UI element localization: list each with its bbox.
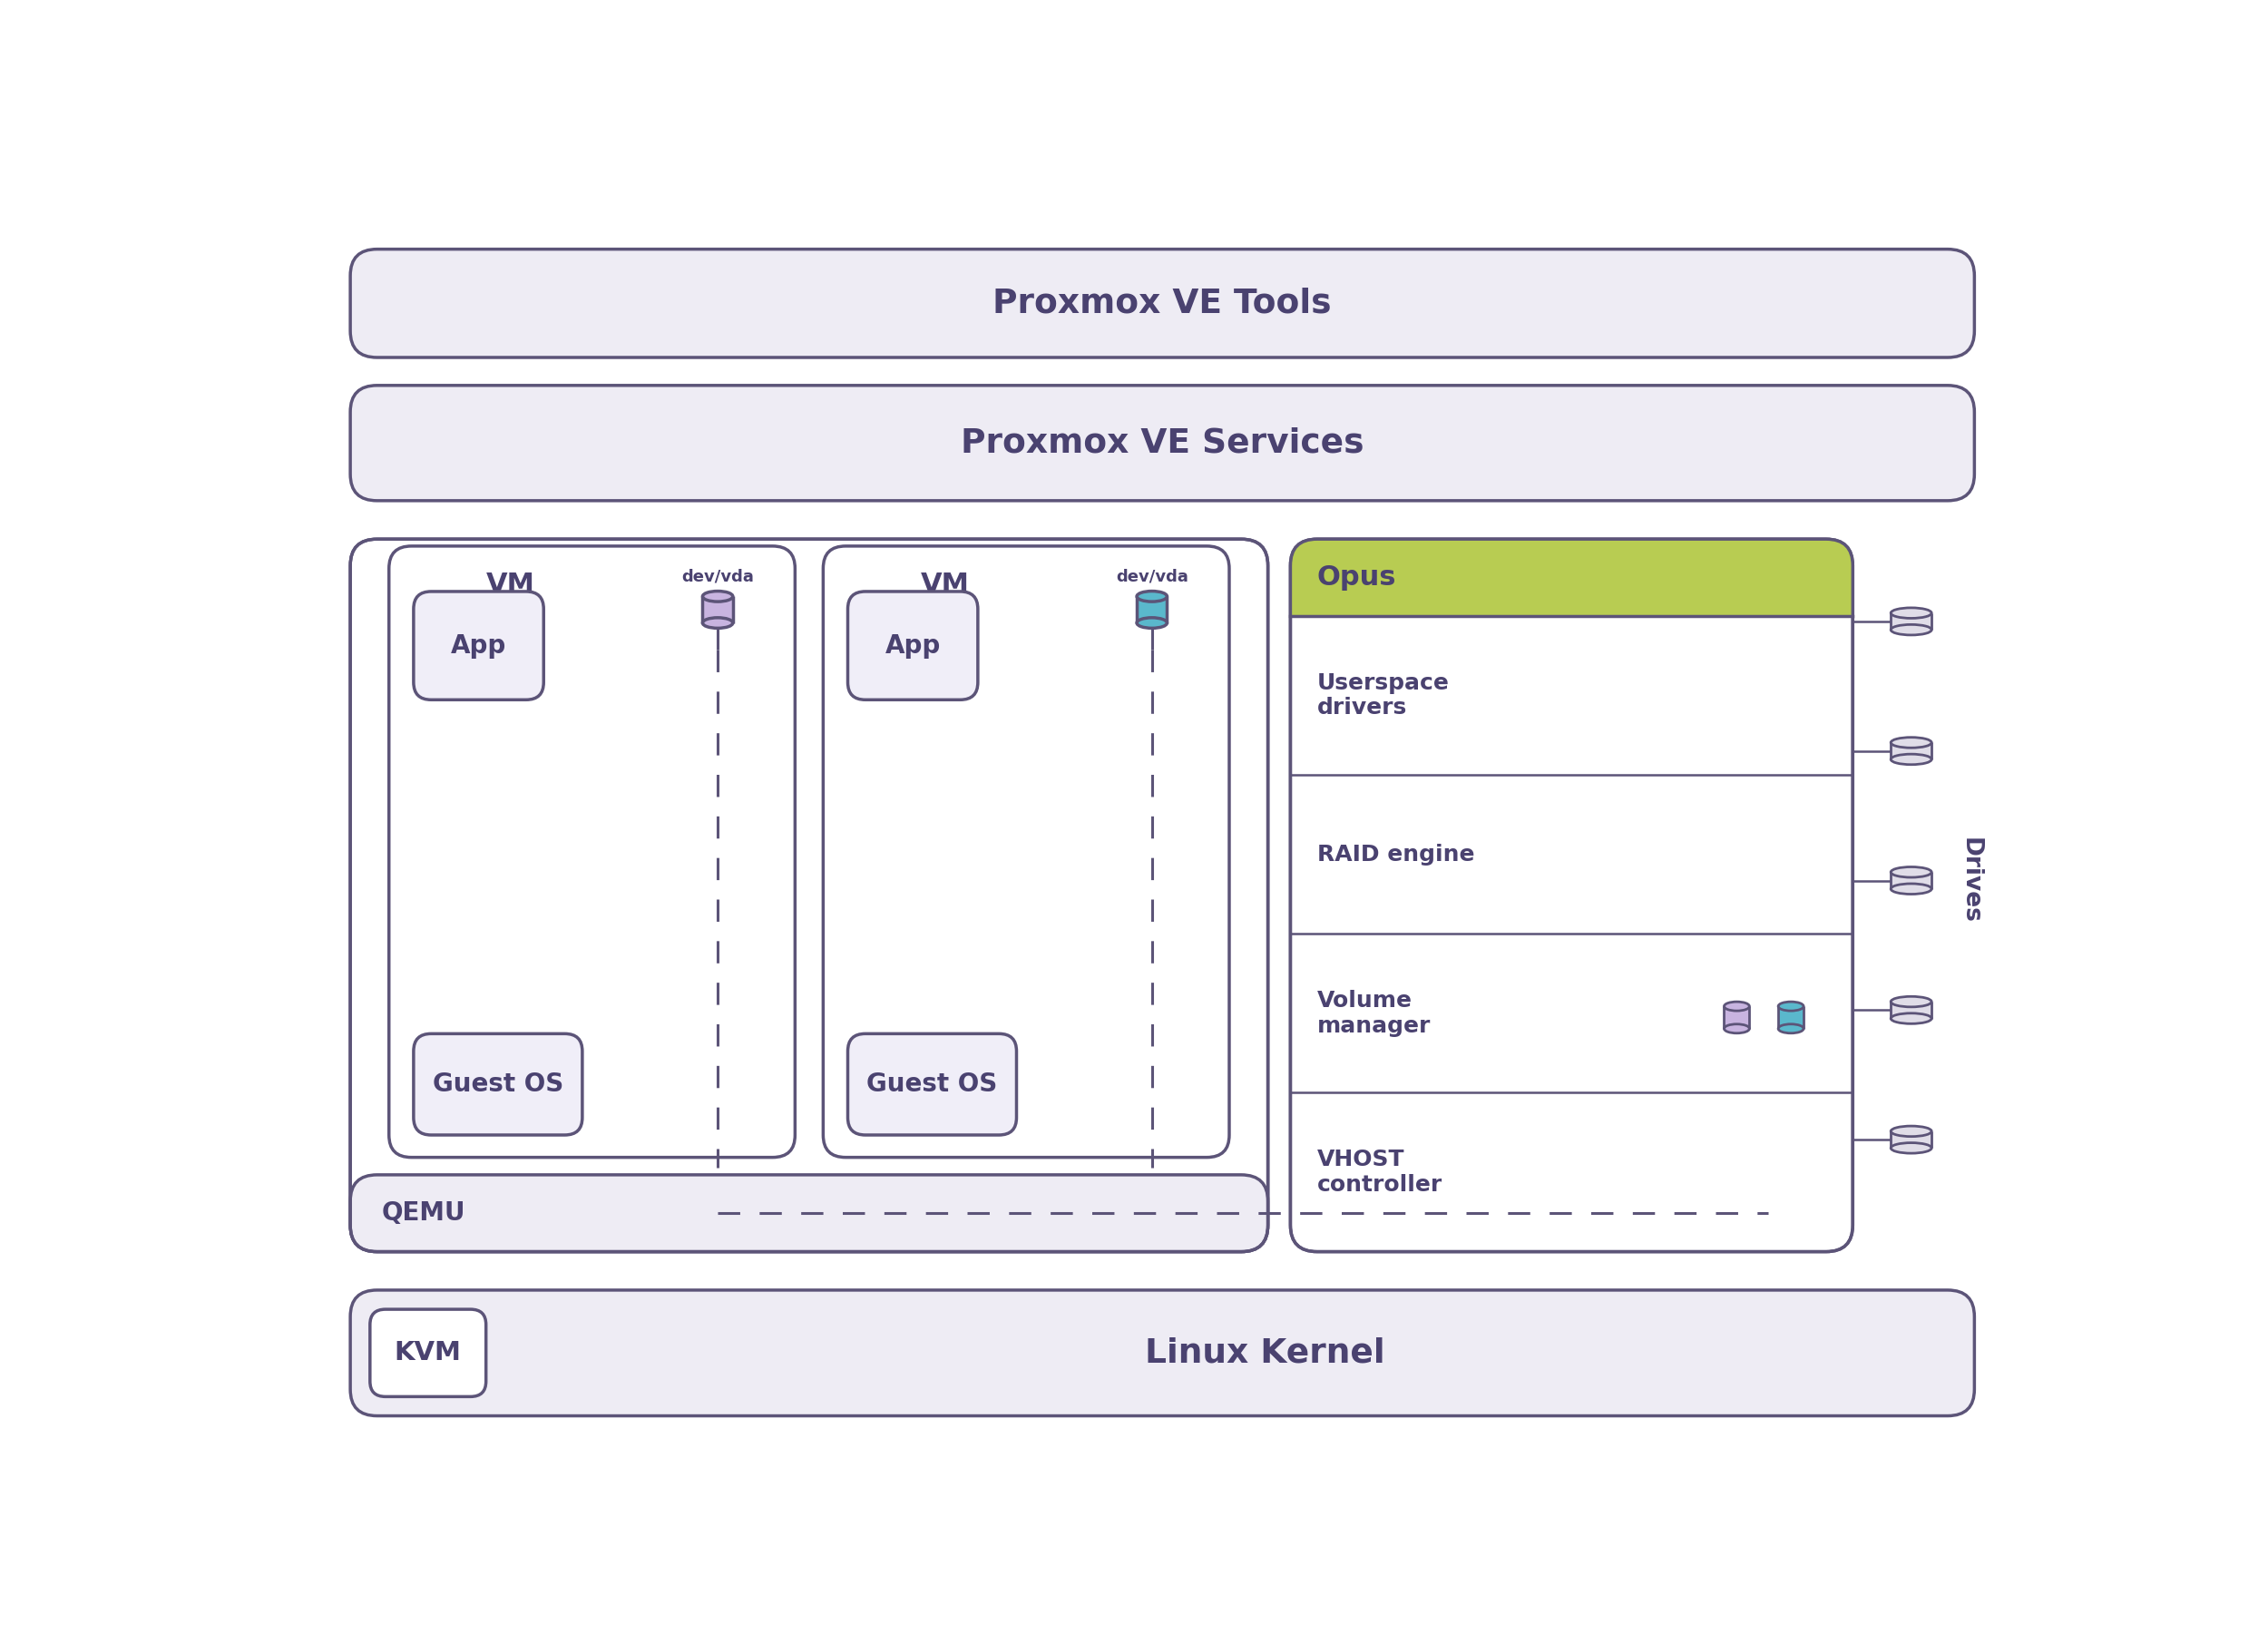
Ellipse shape: [1778, 1002, 1803, 1011]
Ellipse shape: [1892, 868, 1932, 877]
Ellipse shape: [1892, 1126, 1932, 1137]
Polygon shape: [1892, 1002, 1932, 1018]
Text: Opus: Opus: [1318, 564, 1397, 590]
FancyBboxPatch shape: [349, 539, 1268, 1252]
Polygon shape: [1778, 1007, 1803, 1029]
FancyBboxPatch shape: [1290, 539, 1853, 616]
FancyBboxPatch shape: [349, 248, 1975, 358]
Ellipse shape: [1892, 997, 1932, 1007]
Polygon shape: [1290, 582, 1853, 616]
Polygon shape: [1892, 873, 1932, 889]
Polygon shape: [703, 596, 733, 623]
Text: QEMU: QEMU: [381, 1201, 465, 1226]
FancyBboxPatch shape: [1290, 539, 1853, 1252]
FancyBboxPatch shape: [349, 1291, 1975, 1415]
FancyBboxPatch shape: [349, 386, 1975, 500]
Ellipse shape: [1892, 868, 1932, 877]
Text: Linux Kernel: Linux Kernel: [1145, 1337, 1386, 1369]
Ellipse shape: [1892, 608, 1932, 618]
Polygon shape: [1892, 1131, 1932, 1149]
Text: App: App: [451, 632, 506, 659]
Text: Proxmox VE Services: Proxmox VE Services: [962, 426, 1363, 459]
FancyBboxPatch shape: [848, 592, 978, 699]
Text: Userspace
drivers: Userspace drivers: [1318, 672, 1449, 719]
Ellipse shape: [703, 592, 733, 601]
Text: VM: VM: [485, 572, 535, 598]
Ellipse shape: [703, 592, 733, 601]
Ellipse shape: [1778, 1025, 1803, 1033]
Text: Guest OS: Guest OS: [866, 1072, 998, 1096]
Ellipse shape: [1136, 592, 1168, 601]
Text: QEMU: QEMU: [381, 1209, 465, 1235]
Ellipse shape: [1892, 608, 1932, 618]
Ellipse shape: [1724, 1002, 1749, 1011]
Text: KVM: KVM: [395, 1340, 463, 1366]
Ellipse shape: [1136, 618, 1168, 627]
FancyBboxPatch shape: [390, 546, 796, 1157]
Ellipse shape: [1892, 737, 1932, 748]
Ellipse shape: [1892, 884, 1932, 894]
Text: Proxmox VE Tools: Proxmox VE Tools: [993, 288, 1331, 320]
Ellipse shape: [703, 618, 733, 627]
Ellipse shape: [1892, 755, 1932, 765]
FancyBboxPatch shape: [370, 1309, 485, 1397]
Text: dev/vda: dev/vda: [1116, 569, 1188, 585]
Ellipse shape: [1778, 1002, 1803, 1011]
Ellipse shape: [1892, 1142, 1932, 1154]
Text: Volume
manager: Volume manager: [1318, 990, 1431, 1036]
Text: Guest OS: Guest OS: [433, 1072, 562, 1096]
Ellipse shape: [1136, 592, 1168, 601]
Text: App: App: [885, 632, 941, 659]
FancyBboxPatch shape: [848, 1034, 1016, 1136]
Ellipse shape: [1892, 624, 1932, 636]
FancyBboxPatch shape: [413, 592, 544, 699]
Ellipse shape: [1724, 1002, 1749, 1011]
Ellipse shape: [1892, 997, 1932, 1007]
FancyBboxPatch shape: [349, 1175, 1268, 1252]
Ellipse shape: [1892, 1013, 1932, 1023]
Text: VM: VM: [921, 572, 968, 598]
Text: dev/vda: dev/vda: [680, 569, 753, 585]
Text: Drives: Drives: [1960, 838, 1982, 923]
Ellipse shape: [1892, 737, 1932, 748]
FancyBboxPatch shape: [823, 546, 1229, 1157]
Text: RAID engine: RAID engine: [1318, 843, 1474, 866]
FancyBboxPatch shape: [413, 1034, 583, 1136]
Ellipse shape: [1724, 1025, 1749, 1033]
Polygon shape: [1892, 742, 1932, 760]
Polygon shape: [1136, 596, 1168, 623]
Polygon shape: [1724, 1007, 1749, 1029]
Text: VHOST
controller: VHOST controller: [1318, 1149, 1442, 1196]
Polygon shape: [1892, 613, 1932, 629]
Ellipse shape: [1892, 1126, 1932, 1137]
